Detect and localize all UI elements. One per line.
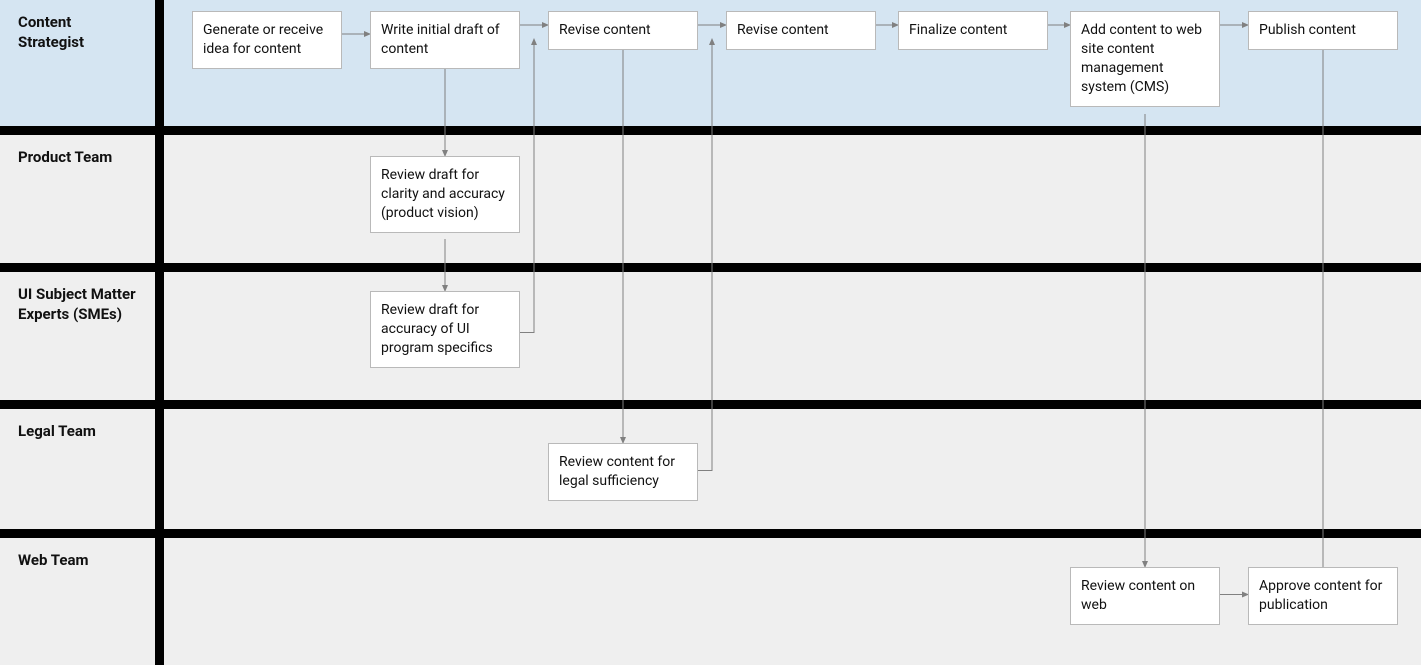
node-write-draft: Write initial draft of content xyxy=(370,11,520,69)
lane-label-legal-team: Legal Team xyxy=(0,409,155,529)
node-publish: Publish content xyxy=(1248,11,1398,50)
node-revise-2: Revise content xyxy=(726,11,876,50)
node-revise-1: Revise content xyxy=(548,11,698,50)
node-review-product: Review draft for clarity and accuracy (p… xyxy=(370,156,520,233)
node-review-sme: Review draft for accuracy of UI program … xyxy=(370,291,520,368)
lane-label-content-strategist: Content Strategist xyxy=(0,0,155,126)
node-review-web: Review content on web xyxy=(1070,567,1220,625)
lane-divider-3 xyxy=(0,400,1421,409)
node-approve-web: Approve content for publication xyxy=(1248,567,1398,625)
lane-divider-2 xyxy=(0,263,1421,272)
node-review-legal: Review content for legal sufficiency xyxy=(548,443,698,501)
lane-product-team: Product Team xyxy=(0,135,1421,263)
lane-divider-4 xyxy=(0,529,1421,538)
swimlane-diagram: Content Strategist Product Team UI Subje… xyxy=(0,0,1421,665)
node-finalize: Finalize content xyxy=(898,11,1048,50)
node-add-cms: Add content to web site content manageme… xyxy=(1070,11,1220,107)
lane-label-web-team: Web Team xyxy=(0,538,155,665)
lane-label-divider xyxy=(155,0,164,665)
lane-label-product-team: Product Team xyxy=(0,135,155,263)
lane-legal-team: Legal Team xyxy=(0,409,1421,529)
lane-divider-1 xyxy=(0,126,1421,135)
lane-ui-smes: UI Subject Matter Experts (SMEs) xyxy=(0,272,1421,400)
lane-label-ui-smes: UI Subject Matter Experts (SMEs) xyxy=(0,272,155,400)
node-generate-idea: Generate or receive idea for content xyxy=(192,11,342,69)
